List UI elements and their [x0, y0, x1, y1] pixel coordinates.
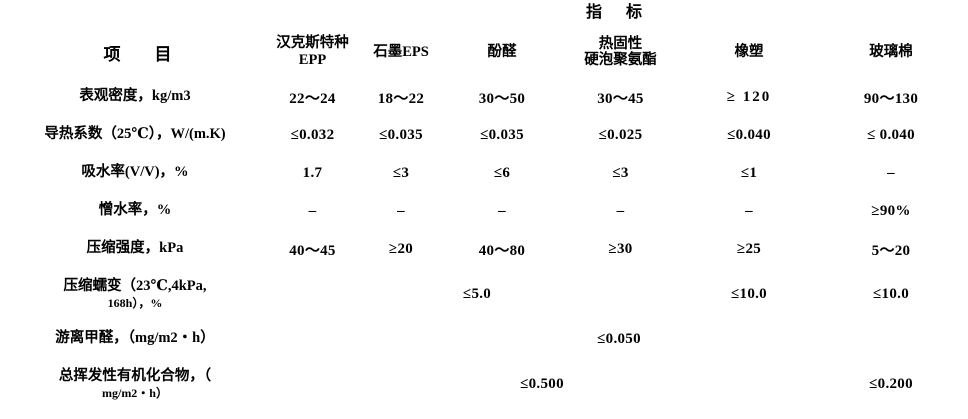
cell-apparent-density-phenolic: 30～50	[478, 90, 526, 107]
table-row: 游离甲醛，（mg/m2・h） ≤0.050	[0, 320, 968, 358]
table-row: 表观密度，kg/m3 22～24 18～22 30～50 30～45 ≥ 120…	[0, 78, 968, 116]
cell-hydrophobic-rate-glass: ≥90%	[871, 202, 911, 219]
table-row: 导热系数（25℃），W/(m.K) ≤0.032 ≤0.035 ≤0.035 ≤…	[0, 116, 968, 154]
column-header-polyurethane: 热固性 硬泡聚氨酯	[557, 26, 684, 78]
row-label-hydrophobic-rate: 憎水率，%	[98, 202, 172, 219]
column-header-glass-wool: 玻璃棉	[869, 43, 913, 60]
column-header-item: 项目	[0, 26, 270, 78]
table-row: 憎水率，% – – – – – ≥90%	[0, 192, 968, 230]
row-label-water-absorption: 吸水率(V/V)，%	[81, 164, 189, 181]
cell-apparent-density-polyurethane: 30～45	[597, 90, 644, 107]
cell-thermal-conductivity-epp: ≤0.032	[290, 126, 335, 143]
cell-thermal-conductivity-rubber: ≤0.040	[727, 126, 771, 143]
group-header-indicator: 指 标	[586, 4, 653, 21]
cell-tvoc-glass: ≤0.200	[869, 375, 913, 392]
item-header-char-1: 项	[103, 44, 155, 64]
cell-compressive-strength-phenolic: 40～80	[478, 242, 526, 259]
cell-compressive-strength-epp: 40～45	[289, 242, 336, 259]
cell-compressive-creep-merged: ≤5.0	[462, 285, 492, 302]
table-row: 总挥发性有机化合物，（ mg/m2・h） ≤0.500 ≤0.200	[0, 358, 968, 410]
specification-table: 指 标 项目 汉克斯特种EPP 石墨EPS 酚醛 热固性 硬泡聚氨酯 橡塑 玻璃…	[0, 0, 968, 410]
cell-thermal-conductivity-polyurethane: ≤0.025	[598, 126, 643, 143]
row-label-compressive-creep-line1: 压缩蠕变（23℃,4kPa,	[63, 278, 207, 295]
cell-thermal-conductivity-eps: ≤0.035	[379, 126, 423, 143]
group-header-row: 指 标	[0, 0, 968, 26]
cell-hydrophobic-rate-rubber: –	[745, 202, 753, 219]
table-row: 压缩强度，kPa 40～45 ≥20 40～80 ≥30 ≥25 5～20	[0, 230, 968, 268]
row-label-thermal-conductivity: 导热系数（25℃），W/(m.K)	[44, 126, 226, 143]
column-header-polyurethane-line2: 硬泡聚氨酯	[584, 52, 657, 68]
row-label-apparent-density: 表观密度，kg/m3	[79, 88, 191, 105]
cell-compressive-creep-rubber: ≤10.0	[731, 285, 767, 302]
item-header-char-2: 目	[154, 44, 173, 64]
column-header-epp: 汉克斯特种EPP	[276, 35, 349, 68]
cell-tvoc-merged: ≤0.500	[520, 375, 564, 392]
cell-water-absorption-polyurethane: ≤3	[612, 164, 629, 181]
cell-apparent-density-epp: 22～24	[289, 90, 336, 107]
column-header-phenolic: 酚醛	[487, 43, 517, 60]
cell-compressive-strength-glass: 5～20	[871, 242, 911, 259]
row-label-compressive-creep-line2: 168h），%	[107, 295, 163, 310]
group-header-spacer	[0, 0, 270, 26]
table-body: 表观密度，kg/m3 22～24 18～22 30～50 30～45 ≥ 120…	[0, 78, 968, 410]
cell-compressive-strength-rubber: ≥25	[736, 240, 762, 257]
cell-water-absorption-glass: –	[887, 164, 895, 181]
table-row: 吸水率(V/V)，% 1.7 ≤3 ≤6 ≤3 ≤1 –	[0, 154, 968, 192]
cell-water-absorption-epp: 1.7	[302, 164, 323, 181]
cell-apparent-density-eps: 18～22	[377, 90, 425, 107]
cell-compressive-creep-glass: ≤10.0	[873, 285, 909, 302]
row-label-tvoc-line1: 总挥发性有机化合物，（	[58, 368, 212, 385]
row-label-tvoc: 总挥发性有机化合物，（ mg/m2・h）	[0, 358, 270, 410]
cell-thermal-conductivity-glass: ≤ 0.040	[867, 126, 915, 143]
cell-compressive-strength-polyurethane: ≥30	[608, 240, 633, 257]
cell-hydrophobic-rate-epp: –	[308, 202, 317, 219]
cell-hydrophobic-rate-eps: –	[397, 202, 405, 219]
cell-compressive-strength-eps: ≥20	[388, 240, 414, 257]
cell-apparent-density-rubber: ≥ 120	[726, 88, 772, 105]
cell-thermal-conductivity-phenolic: ≤0.035	[480, 126, 524, 143]
column-header-rubber-plastic: 橡塑	[734, 43, 764, 60]
cell-water-absorption-phenolic: ≤6	[493, 164, 511, 181]
cell-water-absorption-eps: ≤3	[392, 164, 410, 181]
cell-apparent-density-glass: 90～130	[863, 90, 919, 107]
row-label-compressive-creep: 压缩蠕变（23℃,4kPa, 168h），%	[0, 268, 270, 320]
table-header: 指 标 项目 汉克斯特种EPP 石墨EPS 酚醛 热固性 硬泡聚氨酯 橡塑 玻璃…	[0, 0, 968, 78]
column-header-polyurethane-line1: 热固性	[598, 35, 643, 52]
table-row: 压缩蠕变（23℃,4kPa, 168h），% ≤5.0 ≤10.0 ≤10.0	[0, 268, 968, 320]
column-header-row: 项目 汉克斯特种EPP 石墨EPS 酚醛 热固性 硬泡聚氨酯 橡塑 玻璃棉	[0, 26, 968, 78]
row-label-free-formaldehyde: 游离甲醛，（mg/m2・h）	[55, 330, 215, 347]
column-header-eps: 石墨EPS	[373, 43, 429, 60]
row-label-compressive-strength: 压缩强度，kPa	[86, 240, 184, 257]
cell-free-formaldehyde-merged: ≤0.050	[597, 330, 641, 347]
cell-hydrophobic-rate-polyurethane: –	[616, 202, 625, 219]
cell-hydrophobic-rate-phenolic: –	[498, 202, 506, 219]
row-label-tvoc-line2: mg/m2・h）	[101, 385, 168, 400]
cell-water-absorption-rubber: ≤1	[740, 164, 758, 181]
